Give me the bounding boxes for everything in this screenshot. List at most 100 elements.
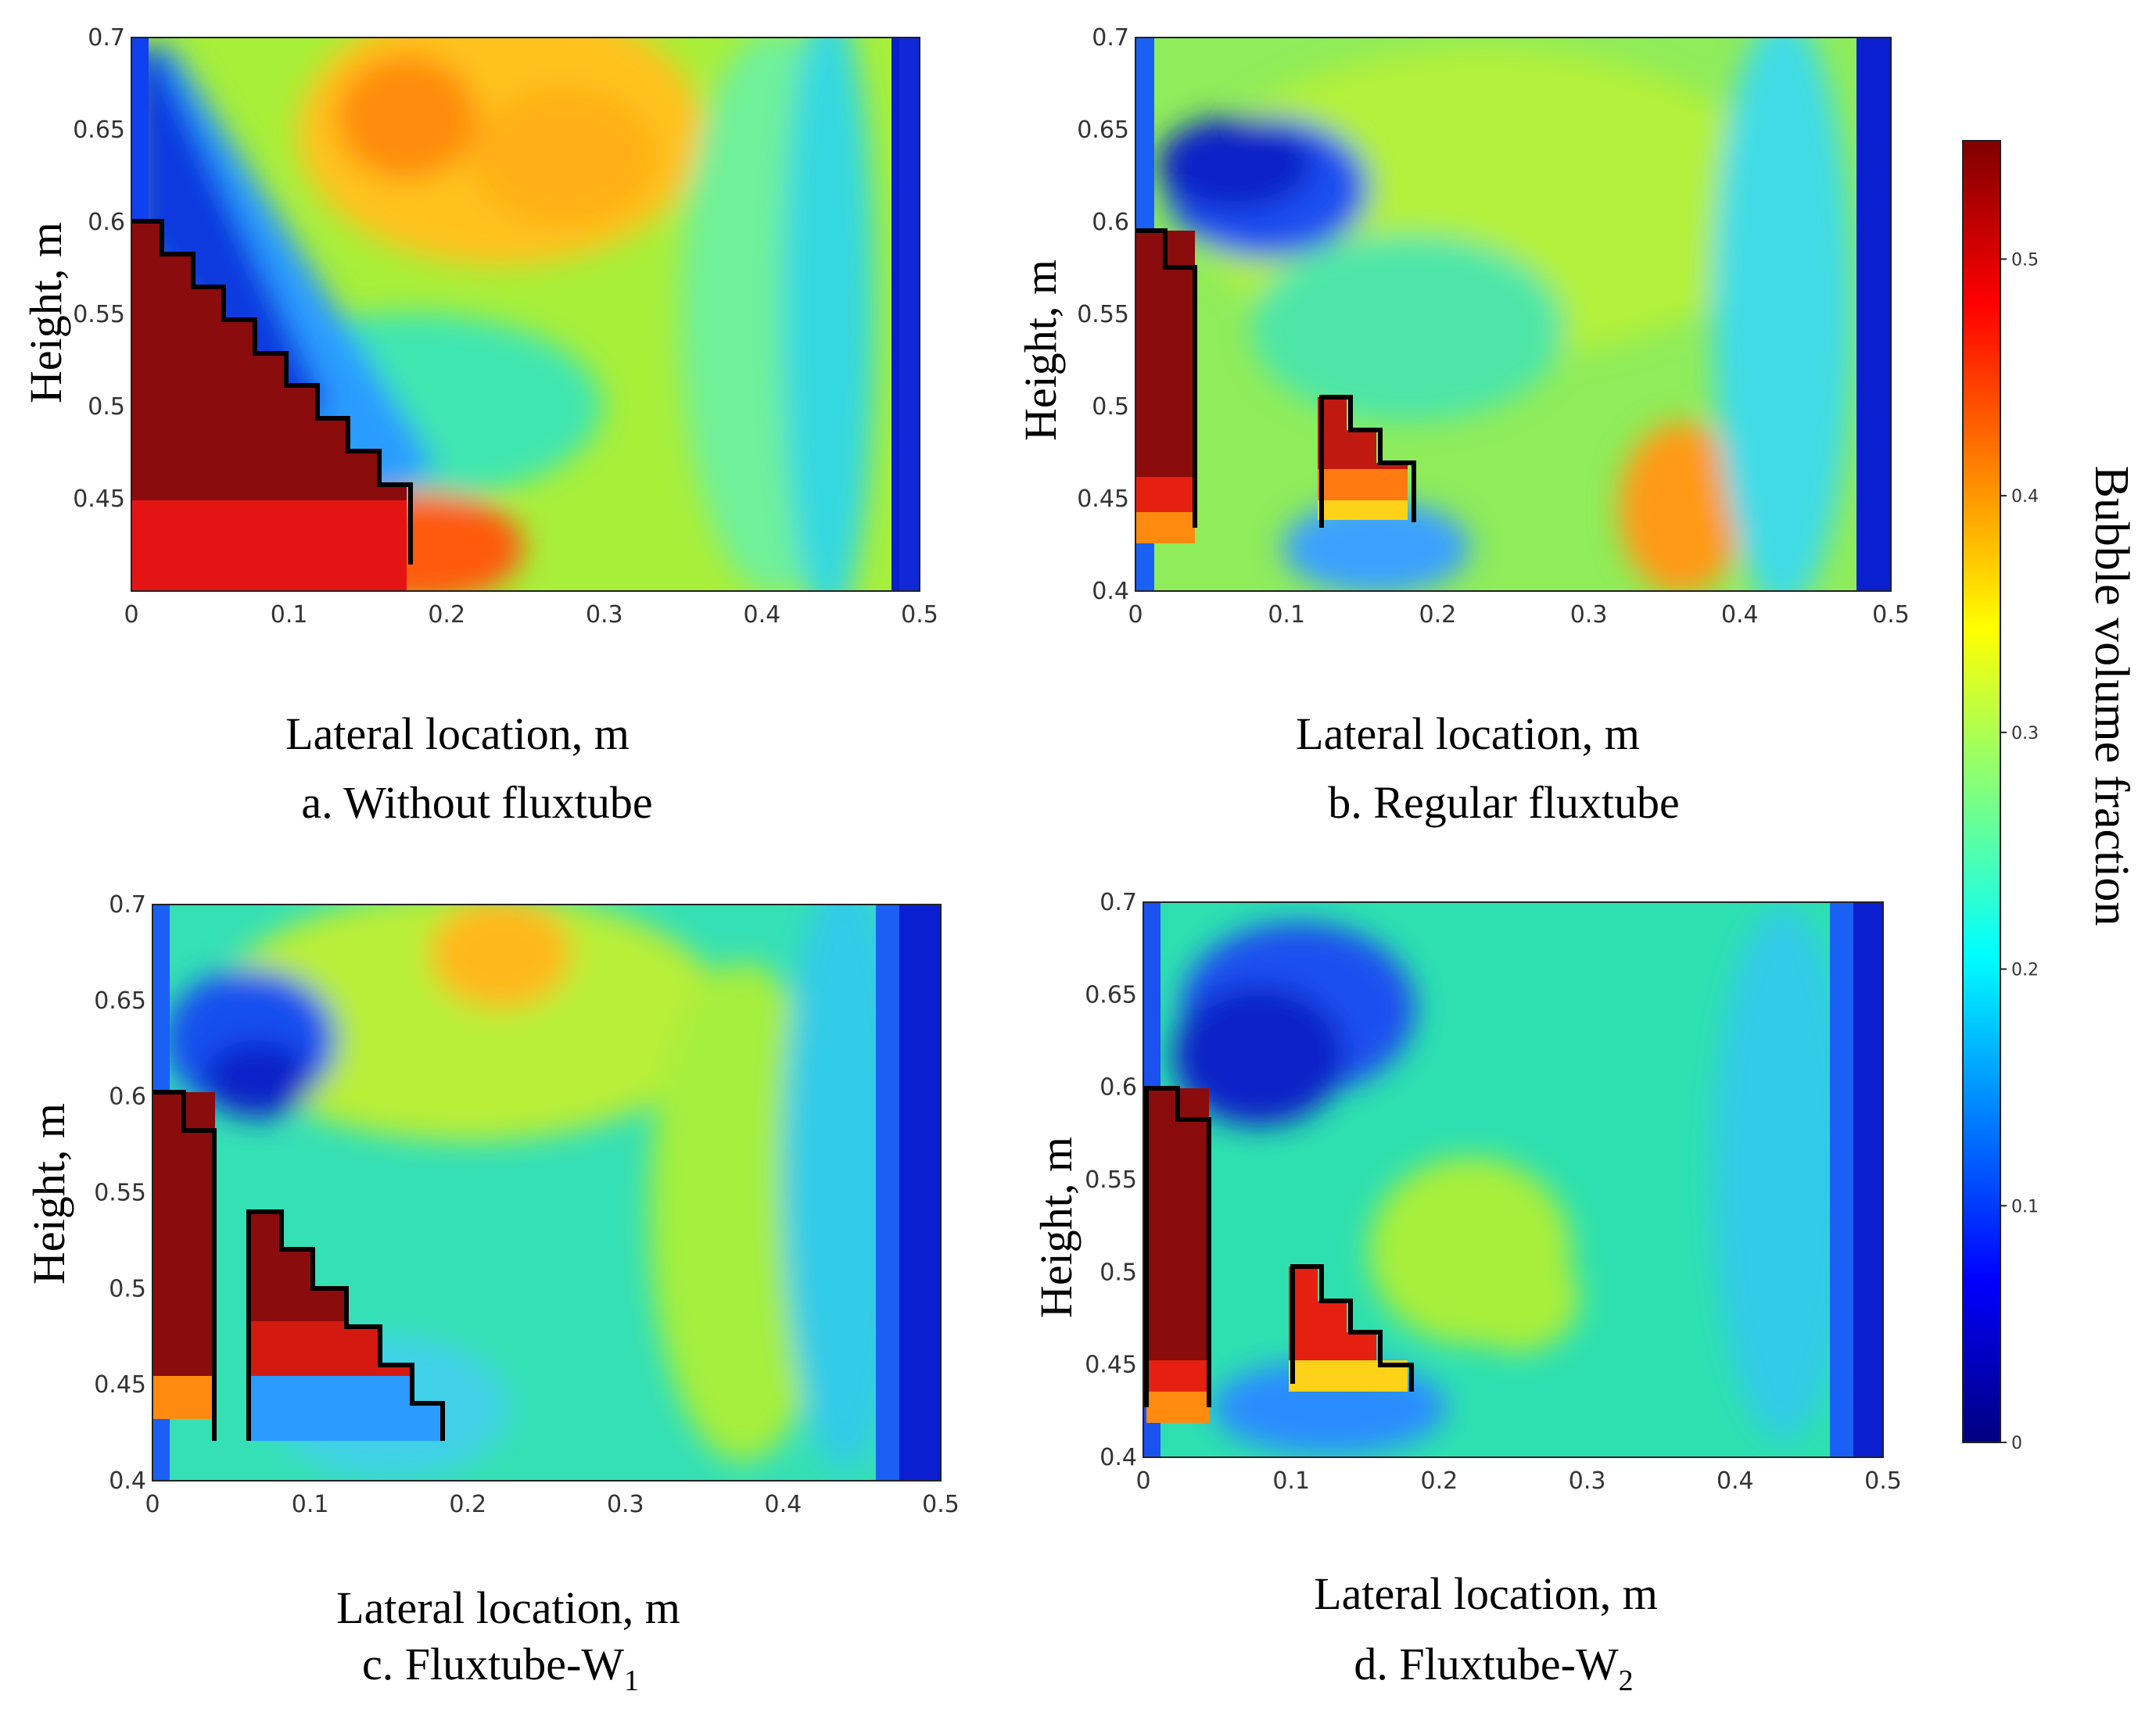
panel-b-field [1135,38,1891,591]
panel-c-caption: c. Fluxtube-W1 [362,1639,639,1697]
panel-b-ytick: 0.7 [1092,24,1129,52]
colorbar-tick-label: 0.2 [2011,961,2039,980]
panel-d-ytick: 0.55 [1085,1166,1137,1194]
panel-a-ytick: 0.5 [88,393,125,421]
panel-b-ticks: 0 0.1 0.2 0.3 0.4 0.5 0.7 0.65 0.6 0.55 0.5 0.45 0.4 [1077,24,1910,629]
colorbar-tick-label: 0.3 [2011,724,2039,743]
panel-d-ytick: 0.4 [1100,1444,1137,1471]
colorbar-tick-label: 0 [2011,1434,2022,1453]
panel-b: 0 0.1 0.2 0.3 0.4 0.5 0.7 0.65 0.6 0.55 0.5 0.45 0.4… [1015,24,1910,828]
panel-a-ytick: 0.55 [73,301,125,328]
panel-c-xtick: 0.3 [607,1491,644,1518]
panel-a-xtick: 0.2 [428,601,465,629]
panel-d-tube-outline-2 [1290,1264,1414,1392]
panel-a-xtick: 0.3 [586,601,623,629]
panel-c-field [152,905,941,1481]
panel-b-tube-outline [1135,228,1197,528]
panel-d: 0 0.1 0.2 0.3 0.4 0.5 0.7 0.65 0.6 0.55 0.5 0.45 0.4… [1031,889,1902,1697]
panel-d-xtick: 0.1 [1272,1467,1310,1495]
panel-a-ytick: 0.6 [88,209,125,236]
panel-c-caption-main: c. Fluxtube-W [362,1639,624,1689]
panel-d-ytick: 0.45 [1085,1352,1137,1379]
panel-a-ytick: 0.7 [88,24,125,52]
panel-b-ytick: 0.45 [1077,485,1129,513]
panel-d-ytick: 0.7 [1100,889,1137,916]
panel-d-xtick: 0.2 [1421,1467,1458,1495]
panel-b-xlabel: Lateral location, m [1296,708,1640,759]
panel-d-caption: d. Fluxtube-W2 [1354,1639,1633,1697]
colorbar-ticks: 0.5 0.4 0.3 0.2 0.1 0 [2000,250,2039,1453]
panel-c-ytick: 0.5 [109,1275,146,1302]
panel-d-ytick: 0.6 [1100,1074,1137,1102]
panel-d-ylabel: Height, m [1031,1137,1082,1318]
panel-d-xtick: 0 [1135,1467,1150,1495]
panel-b-ylabel: Height, m [1015,260,1066,441]
panel-a-xtick: 0.5 [901,601,938,629]
panel-b-xtick: 0.4 [1721,601,1759,629]
panel-c-tube-outline-2 [246,1209,445,1441]
panel-a-frame [131,37,920,592]
panel-d-ytick: 0.65 [1085,981,1137,1009]
colorbar-tick-label: 0.1 [2011,1197,2039,1216]
colorbar-gradient [1962,140,2001,1443]
panel-b-ytick: 0.65 [1077,116,1129,144]
colorbar-tick-label: 0.4 [2011,487,2039,507]
colorbar: 0.5 0.4 0.3 0.2 0.1 0 Bubble volume fraction [1962,140,2138,1453]
panel-c-ytick: 0.45 [94,1371,146,1399]
panel-d-frame [1143,901,1884,1458]
panel-b-ytick: 0.55 [1077,301,1129,328]
panel-b-ytick: 0.6 [1092,209,1129,236]
panel-b-frame [1135,37,1892,592]
panel-d-tube-outline [1144,1086,1211,1407]
panel-d-ticks: 0 0.1 0.2 0.3 0.4 0.5 0.7 0.65 0.6 0.55 0.5 0.45 0.4 [1085,889,1902,1495]
panel-b-tube-outline-2 [1319,395,1416,528]
panel-b-xtick: 0.3 [1570,601,1608,629]
colorbar-label: Bubble volume fraction [2085,466,2138,926]
panel-c-caption-sub: 1 [624,1664,639,1697]
colorbar-tick-label: 0.5 [2011,250,2039,270]
panel-a: 0 0.1 0.2 0.3 0.4 0.5 0.7 0.65 0.6 0.55 0.5 0.45 He… [20,24,938,828]
panel-a-field [131,38,920,591]
panel-a-ylabel: Height, m [20,222,71,403]
panel-a-caption: a. Without fluxtube [301,777,652,828]
panel-c-xtick: 0.2 [449,1491,486,1518]
panel-b-xtick: 0.1 [1268,601,1305,629]
panel-d-xtick: 0.4 [1717,1467,1754,1495]
panel-b-caption: b. Regular fluxtube [1328,777,1679,828]
panel-c-tube-outline [152,1090,217,1441]
panel-c-ytick: 0.6 [109,1084,146,1111]
panel-b-xtick: 0.5 [1872,601,1910,629]
panel-c-ylabel: Height, m [23,1103,74,1284]
panel-c-ytick: 0.55 [94,1180,146,1207]
panel-c-ytick: 0.7 [109,891,146,919]
panel-d-xtick: 0.5 [1864,1467,1902,1495]
panel-c-ticks: 0 0.1 0.2 0.3 0.4 0.5 0.7 0.65 0.6 0.55 0.5 0.45 0.4 [94,891,960,1518]
panel-a-ytick: 0.45 [73,485,125,513]
panel-d-xtick: 0.3 [1569,1467,1606,1495]
panel-a-ytick: 0.65 [73,116,125,144]
panel-b-ytick: 0.5 [1092,393,1129,421]
panel-a-tube-outline [131,219,413,564]
panel-c-ytick: 0.4 [109,1467,146,1495]
panel-a-xtick: 0.1 [271,601,308,629]
panel-c-ytick: 0.65 [94,987,146,1015]
panel-c-xtick: 0.1 [292,1491,329,1518]
panel-d-xlabel: Lateral location, m [1314,1568,1658,1619]
panel-b-ytick: 0.4 [1092,578,1129,605]
panel-c-xlabel: Lateral location, m [336,1582,680,1633]
panel-a-xlabel: Lateral location, m [285,708,630,759]
panel-d-ytick: 0.5 [1100,1259,1137,1286]
panel-d-caption-sub: 2 [1619,1664,1634,1697]
panel-d-field [1143,902,1883,1457]
panel-c: 0 0.1 0.2 0.3 0.4 0.5 0.7 0.65 0.6 0.55 0.5 0.45 0.4… [23,891,960,1697]
panel-c-xtick: 0.5 [922,1491,960,1518]
panel-b-xtick: 0.2 [1419,601,1457,629]
panel-c-xtick: 0.4 [765,1491,802,1518]
panel-c-xtick: 0 [145,1491,160,1518]
panel-a-xtick: 0 [124,601,138,629]
panel-d-caption-main: d. Fluxtube-W [1354,1639,1619,1689]
panel-a-xtick: 0.4 [744,601,781,629]
panel-b-xtick: 0 [1128,601,1143,629]
panel-c-frame [152,904,942,1481]
